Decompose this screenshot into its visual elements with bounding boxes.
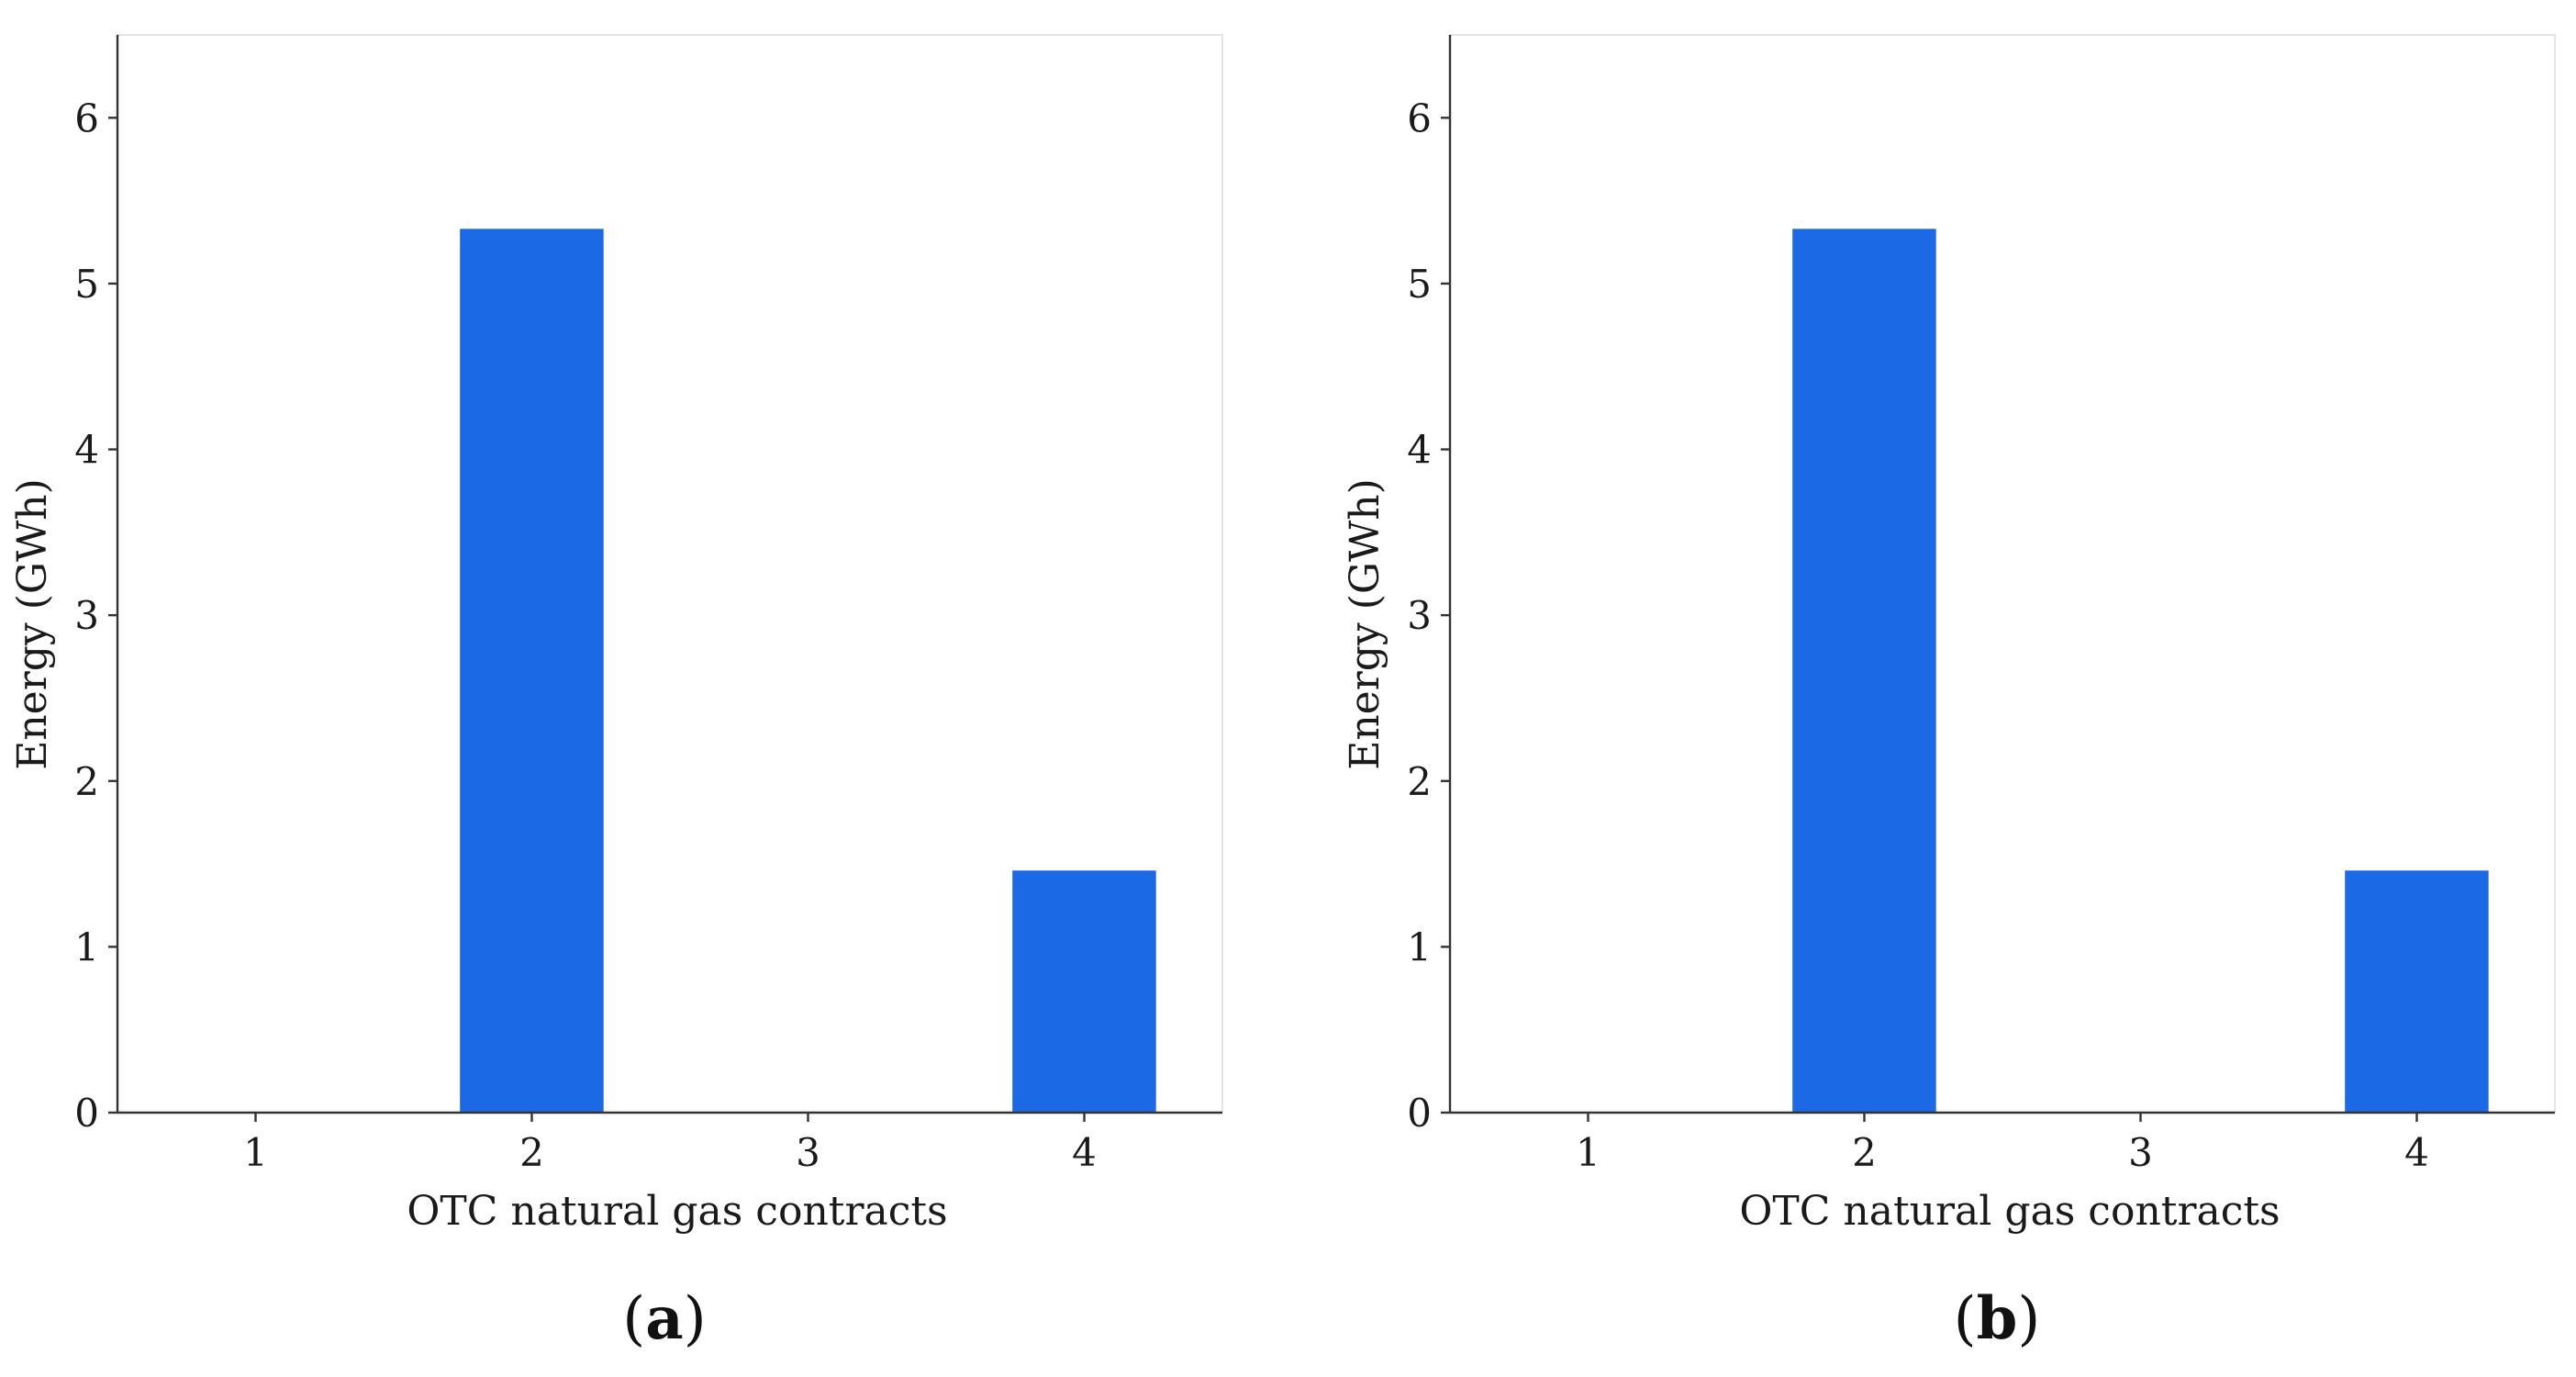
x-tick-label: 3	[2128, 1130, 2153, 1175]
x-tick-label: 1	[1576, 1130, 1600, 1175]
panel-label-letter: b	[1977, 1284, 2018, 1353]
chart-panel-b: 0 1 2 3 4 5 6 1 2 3 4 OTC natural gas contracts Ener…	[1342, 34, 2556, 1353]
panel-label-open: (	[1954, 1285, 1977, 1353]
y-tick-label: 0	[1407, 1091, 1432, 1136]
x-tick-label: 4	[2404, 1130, 2429, 1175]
panel-label-open: (	[622, 1285, 645, 1353]
y-tick-label: 4	[1407, 428, 1432, 473]
panel-label-letter: a	[645, 1284, 683, 1353]
y-tick-label: 6	[74, 95, 99, 140]
y-tick-label: 1	[1407, 924, 1432, 969]
bar-4	[1012, 870, 1156, 1113]
y-tick-label: 1	[74, 924, 99, 969]
plot-frame	[117, 34, 1223, 1113]
bar-2	[460, 229, 604, 1114]
y-tick-label: 3	[74, 593, 99, 638]
plot-frame	[1450, 34, 2556, 1113]
y-tick-label: 2	[74, 759, 99, 804]
x-tick-label: 4	[1072, 1130, 1097, 1175]
x-axis-label: OTC natural gas contracts	[1739, 1188, 2280, 1235]
y-axis-label: Energy (GWh)	[1342, 478, 1388, 770]
y-axis-label: Energy (GWh)	[9, 478, 56, 770]
x-axis-label: OTC natural gas contracts	[407, 1188, 947, 1235]
y-tick-label: 5	[1407, 262, 1432, 307]
y-tick-label: 3	[1407, 593, 1432, 638]
panel-label: (a)	[622, 1284, 706, 1353]
panel-label-close: )	[684, 1285, 707, 1353]
panel-label-close: )	[2017, 1285, 2040, 1353]
x-tick-label: 3	[796, 1130, 820, 1175]
x-tick-label: 1	[243, 1130, 268, 1175]
x-tick-label: 2	[519, 1130, 544, 1175]
y-tick-label: 4	[74, 428, 99, 473]
x-tick-label: 2	[1852, 1130, 1877, 1175]
y-tick-label: 2	[1407, 759, 1432, 804]
bar-2	[1792, 229, 1936, 1114]
panel-label: (b)	[1954, 1284, 2041, 1353]
y-tick-label: 5	[74, 262, 99, 307]
chart-panel-a: 0 1 2 3 4 5 6 1 2 3 4 OTC natural gas contracts Ener…	[9, 34, 1223, 1353]
bar-4	[2345, 870, 2489, 1113]
y-tick-label: 6	[1407, 95, 1432, 140]
y-tick-label: 0	[74, 1091, 99, 1136]
